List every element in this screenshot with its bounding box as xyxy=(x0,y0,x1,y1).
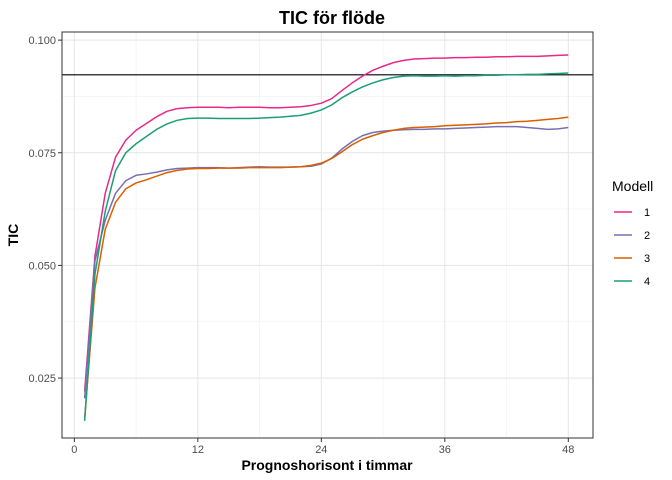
grid-lines xyxy=(62,32,593,438)
series-lines xyxy=(83,54,569,421)
y-tick-label: 0.100 xyxy=(28,35,56,47)
x-tick-label: 36 xyxy=(439,444,451,456)
series-line-modell-4 xyxy=(83,72,569,421)
y-tick-label: 0.050 xyxy=(28,260,56,272)
chart-title: TIC för flöde xyxy=(279,8,385,28)
legend-title: Modell xyxy=(612,178,653,194)
x-tick-label: 12 xyxy=(192,444,204,456)
x-tick-label: 24 xyxy=(315,444,327,456)
legend-label-modell-1: 1 xyxy=(644,207,650,219)
plot-panel-border xyxy=(61,31,594,439)
series-line-modell-3 xyxy=(83,116,569,419)
y-axis: 0.025 0.050 0.075 0.100 xyxy=(28,35,62,385)
plot-background xyxy=(62,32,593,438)
y-tick-label: 0.075 xyxy=(28,148,56,160)
x-axis: 0 12 24 36 48 xyxy=(71,438,574,456)
y-tick-label: 0.025 xyxy=(28,373,56,385)
y-axis-label: TIC xyxy=(5,224,21,247)
legend-label-modell-4: 4 xyxy=(644,276,650,288)
x-axis-label: Prognoshorisont i timmar xyxy=(241,457,413,473)
legend-label-modell-3: 3 xyxy=(644,253,650,265)
series-line-modell-1 xyxy=(83,54,569,392)
legend-label-modell-2: 2 xyxy=(644,230,650,242)
x-tick-label: 48 xyxy=(562,444,574,456)
x-tick-label: 0 xyxy=(71,444,77,456)
legend: Modell 1 2 3 4 xyxy=(612,178,653,288)
